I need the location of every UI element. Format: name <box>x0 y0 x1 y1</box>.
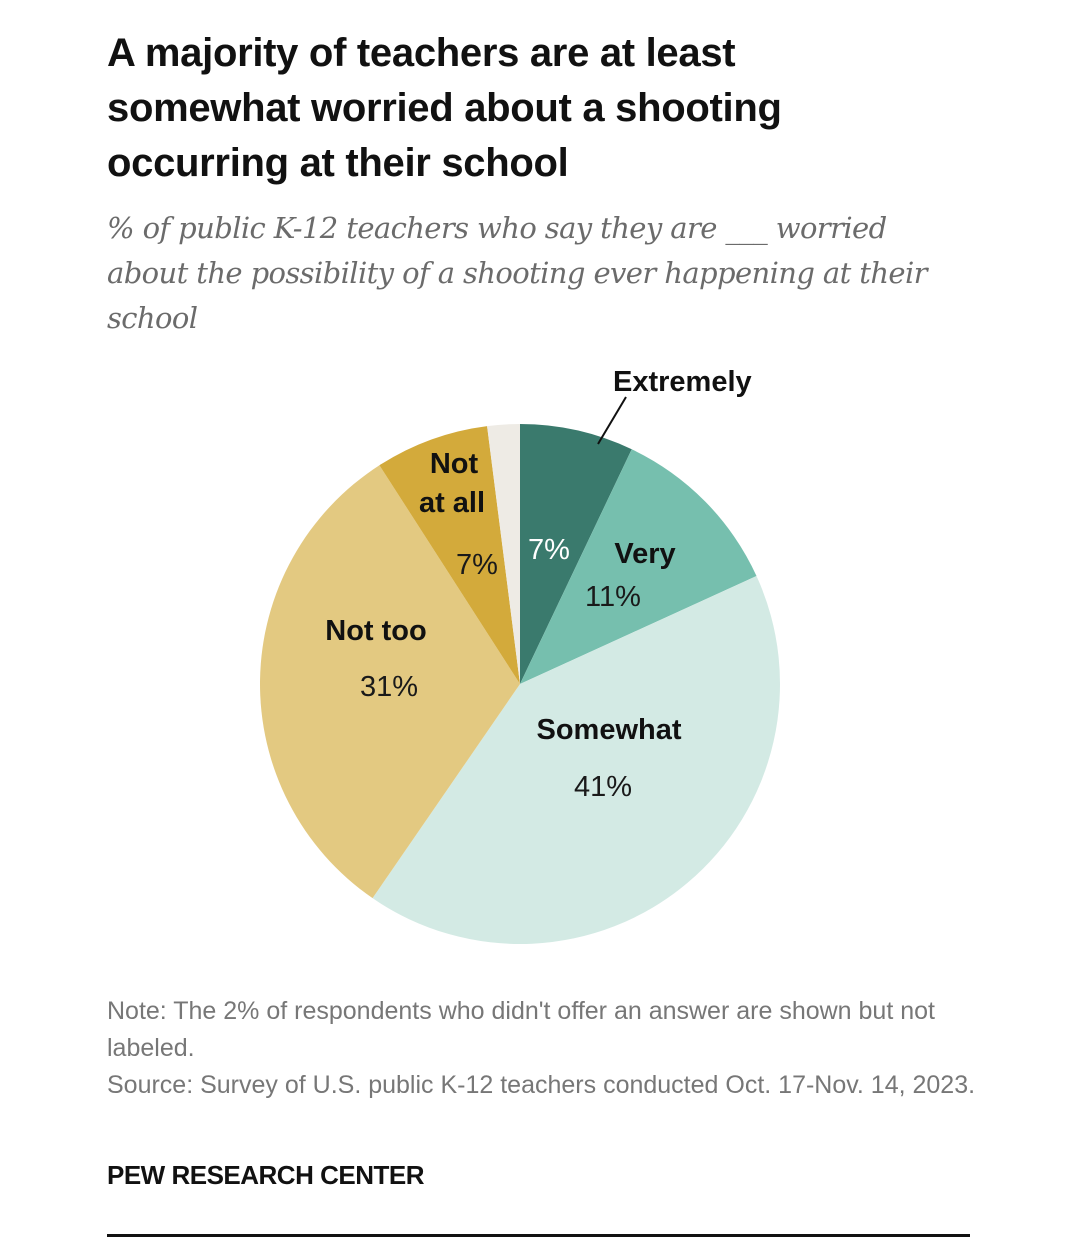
pie-slice-extremely <box>520 424 632 684</box>
pie-slice-not-at-all <box>379 426 520 684</box>
label-not-too: Not too <box>325 615 426 647</box>
value-extremely: 7% <box>528 534 570 566</box>
extremely-leader-line <box>597 396 627 445</box>
brand-logo-text: PEW RESEARCH CENTER <box>107 1160 424 1190</box>
chart-note: Note: The 2% of respondents who didn't o… <box>107 997 935 1062</box>
label-extremely: Extremely <box>613 366 752 398</box>
chart-title: A majority of teachers are at least some… <box>107 31 782 185</box>
pie-slices <box>260 424 780 944</box>
chart-subtitle: % of public K-12 teachers who say they a… <box>107 211 928 335</box>
label-not-at-all-line2: at all <box>419 487 485 519</box>
bottom-rule <box>107 1234 970 1237</box>
pie-slice-no-answer <box>487 424 520 684</box>
label-not-at-all-line1: Not <box>430 448 479 480</box>
label-very: Very <box>614 538 675 570</box>
pie-slice-somewhat <box>372 575 780 944</box>
value-not-too: 31% <box>360 671 418 703</box>
chart-source: Source: Survey of U.S. public K-12 teach… <box>107 1071 976 1099</box>
value-not-at-all: 7% <box>456 549 498 581</box>
label-somewhat: Somewhat <box>536 714 681 746</box>
pie-slice-very <box>520 449 757 684</box>
pie-slice-not-too <box>260 465 520 899</box>
value-very: 11% <box>585 581 641 613</box>
value-somewhat: 41% <box>574 771 632 803</box>
